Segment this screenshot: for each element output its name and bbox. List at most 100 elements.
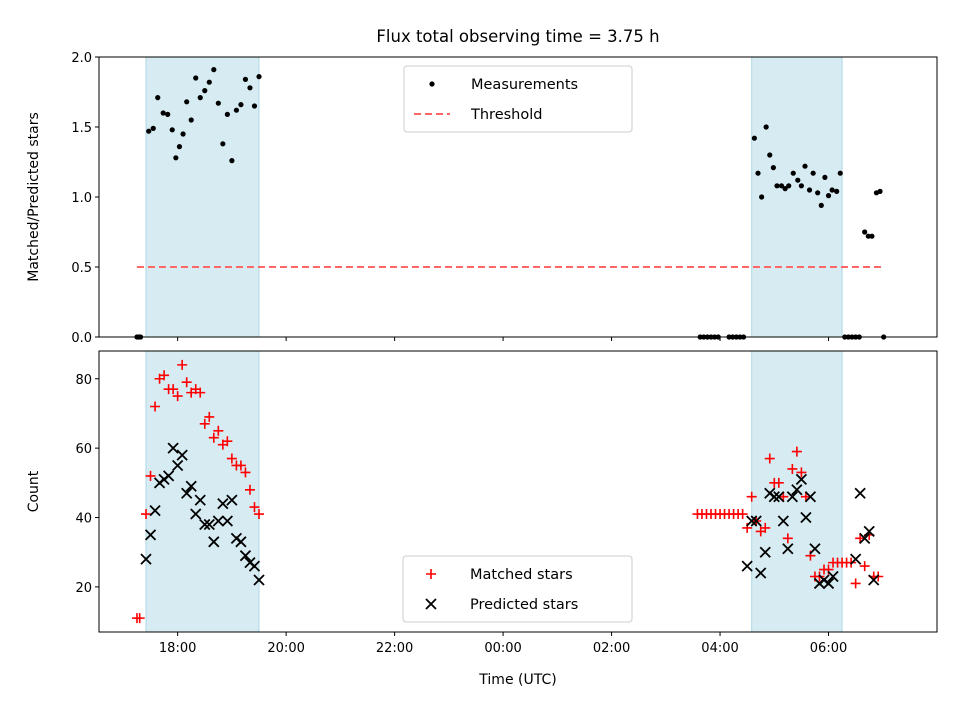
legend-frame [403,65,633,133]
data-point [206,79,212,85]
data-point [760,522,771,533]
data-point [177,359,188,370]
y-tick-label: 60 [75,442,92,457]
data-point [863,525,875,538]
data-point [229,158,235,164]
data-point [746,491,757,502]
data-point [141,509,152,520]
data-point [144,529,157,541]
legend-label: Measurements [471,77,578,93]
data-point [782,533,793,544]
data-point [741,560,753,572]
data-point [782,186,788,192]
data-point [786,183,792,189]
x-tick-label: 00:00 [484,641,521,656]
data-point [208,536,220,548]
y-tick-label: 1.0 [71,191,92,206]
data-point [804,491,817,503]
data-point [213,425,224,436]
data-point [764,453,775,464]
x-tick-label: 06:00 [810,641,847,656]
y-tick-label: 20 [75,581,92,596]
data-point [249,502,260,513]
data-point [810,170,816,176]
data-point [181,377,192,388]
data-point [806,187,813,193]
legend-marker [425,598,437,610]
data-point [798,183,805,189]
data-point [235,536,247,548]
legend-label: Threshold [470,107,542,123]
data-point [162,470,175,482]
data-point [168,384,179,395]
data-point [190,508,202,520]
x-tick-label: 22:00 [376,641,413,656]
legend-marker [426,569,436,579]
data-point [859,532,871,544]
data-point [197,95,203,101]
y-tick-label: 0.5 [71,261,92,276]
data-point [217,498,229,510]
data-point [254,509,265,520]
data-point [818,202,824,208]
data-point [240,467,251,478]
observing-span [145,350,260,633]
count-panel: 20 40 60 80 18:00 20:00 22:00 00:00 02:00 04:00 06… [26,350,938,688]
y-axis-label: Matched/Predicted stars [26,112,42,282]
y-axis-label: Count [26,470,42,512]
x-tick-label: 04:00 [701,641,738,656]
x-tick-label: 18:00 [159,641,196,656]
data-point [235,460,246,471]
legend-marker [429,81,435,87]
data-point [169,127,175,133]
data-point [815,190,821,196]
ratio-panel: 0.0 0.5 1.0 1.5 2.0 Matched/Predicted stars Me… [26,51,938,346]
data-point [795,177,801,183]
data-point [184,99,190,105]
data-point [248,560,261,572]
data-point [188,117,194,123]
data-point [244,484,255,495]
y-tick-label: 1.5 [71,121,92,136]
data-point [774,183,780,189]
x-tick-label: 20:00 [267,641,304,656]
data-point [145,470,156,481]
data-point [791,446,802,457]
data-point [778,183,785,189]
data-point [146,128,152,134]
data-point [755,170,761,176]
data-point [172,459,184,472]
data-point [220,141,226,147]
y-tick-label: 40 [75,512,92,527]
data-point [149,504,161,517]
chart-title: Flux total observing time = 3.75 h [376,27,659,46]
data-point [767,152,773,158]
data-point [211,67,217,73]
data-point [256,74,262,80]
data-point [181,487,193,499]
data-point [251,103,258,109]
data-point [782,543,794,555]
data-point [822,577,835,590]
data-point [165,111,171,117]
data-point [809,543,821,555]
data-point [238,102,244,108]
data-point [759,546,771,558]
data-point [790,170,796,176]
data-point [176,449,188,461]
data-point [242,76,249,82]
data-point [827,570,839,583]
data-point [877,188,883,194]
data-point [795,473,808,485]
data-point [224,111,230,117]
data-point [208,432,219,443]
data-point [868,574,880,586]
data-point [770,165,776,171]
data-point [746,515,758,527]
data-point [791,484,803,496]
observing-span [145,56,260,338]
axes-frame [98,350,938,633]
data-point [763,124,769,130]
legend-frame [402,555,633,623]
